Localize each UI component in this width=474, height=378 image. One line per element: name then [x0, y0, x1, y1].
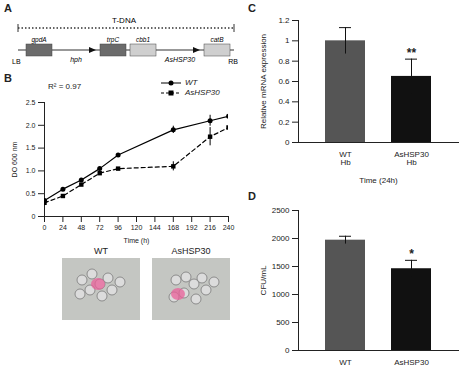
html-text:D: D: [248, 190, 256, 202]
svg-text:trpC: trpC: [107, 36, 120, 44]
svg-text:cbb1: cbb1: [136, 36, 150, 43]
svg-text:0: 0: [285, 346, 290, 355]
svg-text:AsHSP30: AsHSP30: [394, 358, 429, 367]
html-text:B: B: [4, 72, 12, 84]
svg-text:500: 500: [276, 318, 290, 327]
svg-text:WTHb: WTHb: [339, 150, 352, 167]
svg-text:0.2: 0.2: [278, 118, 290, 127]
svg-text:0.5: 0.5: [26, 190, 36, 197]
svg-text:LB: LB: [12, 58, 21, 65]
svg-text:DO 600 nm: DO 600 nm: [11, 141, 18, 177]
svg-text:WT: WT: [339, 358, 352, 367]
svg-text:1.0: 1.0: [26, 167, 36, 174]
html-text:A: A: [4, 2, 12, 14]
svg-text:24: 24: [59, 224, 67, 231]
svg-text:0.8: 0.8: [278, 57, 290, 66]
svg-text:hph: hph: [70, 56, 82, 64]
svg-text:Time (h): Time (h): [124, 237, 150, 245]
svg-text:168: 168: [167, 224, 179, 231]
svg-text:0: 0: [32, 213, 36, 220]
svg-text:CFU/mL: CFU/mL: [259, 265, 268, 295]
html-text:AsHSP30: AsHSP30: [171, 246, 211, 256]
svg-text:0: 0: [285, 138, 290, 147]
svg-text:T-DNA: T-DNA: [112, 16, 137, 25]
svg-text:1.5: 1.5: [26, 144, 36, 151]
svg-text:*: *: [409, 247, 414, 261]
html-text:WT: WT: [94, 246, 108, 256]
svg-text:2000: 2000: [272, 234, 290, 243]
svg-text:**: **: [407, 46, 417, 60]
html-text:R² = 0.97: R² = 0.97: [48, 82, 82, 91]
svg-text:RB: RB: [228, 58, 238, 65]
svg-text:2500: 2500: [272, 206, 290, 215]
html-text:C: C: [248, 2, 256, 14]
svg-text:0.4: 0.4: [278, 97, 290, 106]
svg-text:240: 240: [223, 224, 235, 231]
svg-text:216: 216: [204, 224, 216, 231]
svg-text:gpdA: gpdA: [31, 36, 46, 44]
svg-text:AsHSP30Hb: AsHSP30Hb: [394, 150, 429, 167]
svg-text:192: 192: [186, 224, 198, 231]
svg-text:72: 72: [96, 224, 104, 231]
svg-text:120: 120: [131, 224, 143, 231]
svg-text:0.6: 0.6: [278, 77, 290, 86]
svg-text:Time (24h): Time (24h): [359, 176, 398, 185]
svg-text:catB: catB: [210, 36, 224, 43]
svg-text:2.5: 2.5: [26, 99, 36, 106]
svg-text:1.2: 1.2: [278, 16, 290, 25]
svg-text:1500: 1500: [272, 262, 290, 271]
svg-text:144: 144: [149, 224, 161, 231]
svg-text:Relative mRNA expression: Relative mRNA expression: [259, 34, 268, 129]
svg-text:AsHSP30: AsHSP30: [164, 56, 195, 63]
svg-text:48: 48: [77, 224, 85, 231]
svg-text:96: 96: [114, 224, 122, 231]
svg-text:2.0: 2.0: [26, 122, 36, 129]
svg-text:1000: 1000: [272, 290, 290, 299]
html-text:WT: WT: [185, 78, 198, 87]
svg-text:1: 1: [285, 36, 290, 45]
svg-text:0: 0: [43, 224, 47, 231]
html-text:AsHSP30: AsHSP30: [185, 88, 220, 97]
